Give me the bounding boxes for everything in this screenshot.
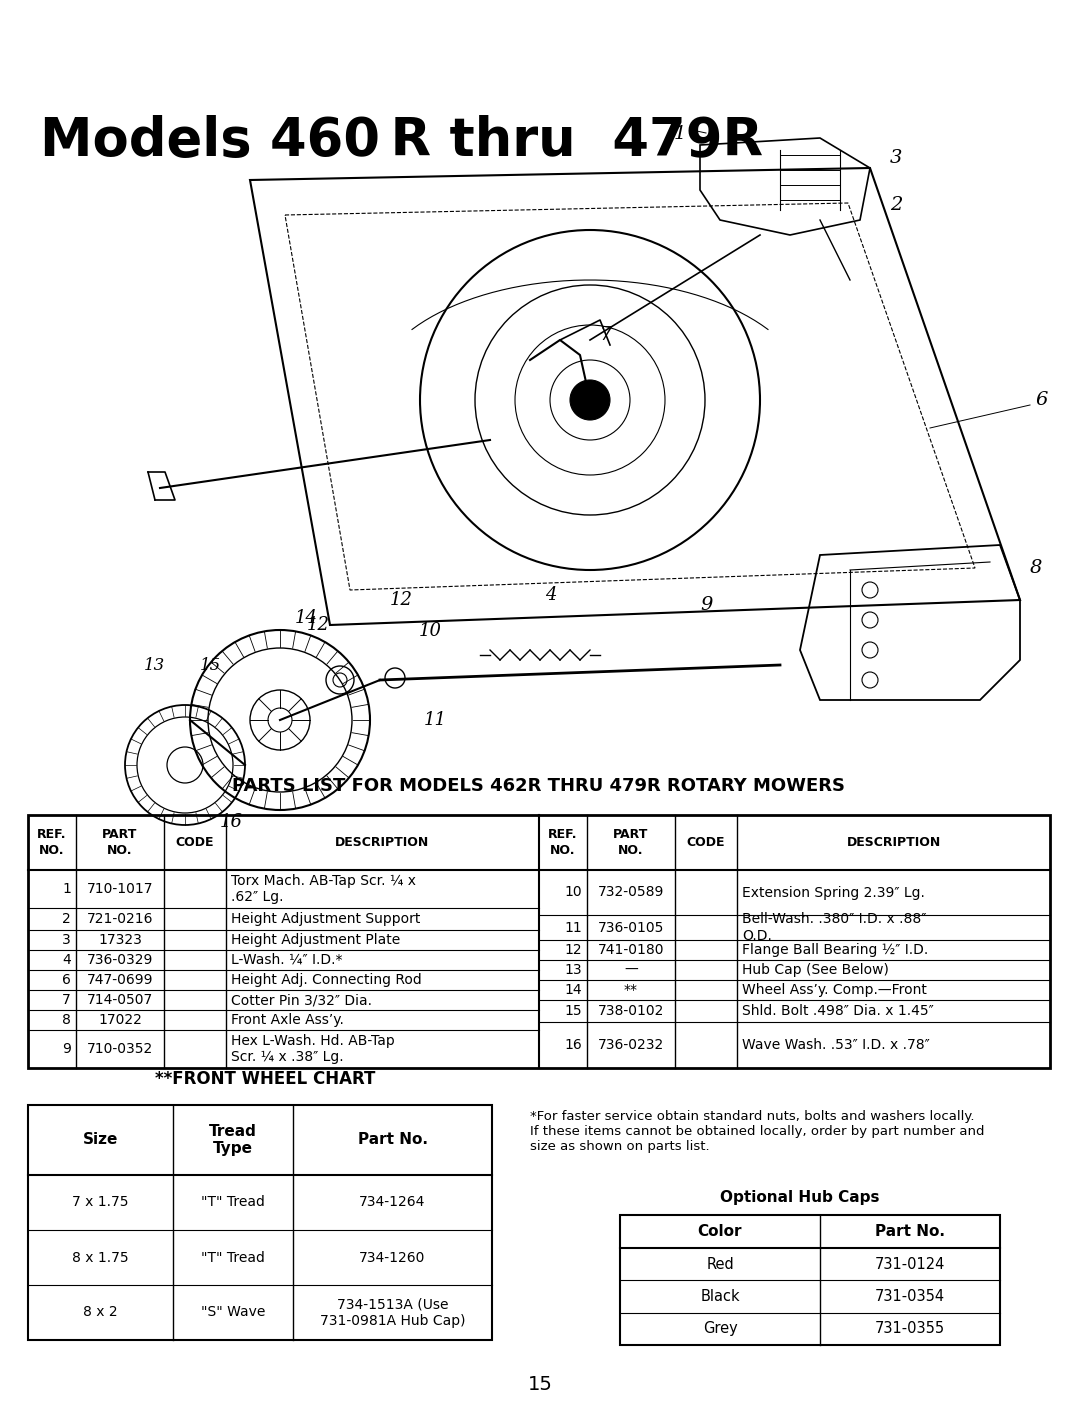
Text: Part No.: Part No. [357, 1133, 428, 1147]
Text: Black: Black [700, 1289, 740, 1303]
Text: 10: 10 [565, 885, 582, 899]
Text: Torx Mach. AB-Tap Scr. ¼ x
.62″ Lg.: Torx Mach. AB-Tap Scr. ¼ x .62″ Lg. [231, 874, 416, 905]
Text: Hub Cap (See Below): Hub Cap (See Below) [742, 962, 889, 976]
Text: 14: 14 [565, 983, 582, 998]
Text: 9: 9 [700, 596, 713, 614]
Text: 734-1513A (Use
731-0981A Hub Cap): 734-1513A (Use 731-0981A Hub Cap) [320, 1298, 465, 1327]
Text: PART
NO.: PART NO. [103, 828, 137, 857]
Text: 731-0354: 731-0354 [875, 1289, 945, 1303]
Text: 734-1260: 734-1260 [360, 1251, 426, 1264]
Text: 731-0124: 731-0124 [875, 1257, 945, 1272]
Text: 731-0355: 731-0355 [875, 1322, 945, 1336]
Text: 17323: 17323 [98, 933, 141, 947]
Text: 747-0699: 747-0699 [86, 974, 153, 986]
Text: Front Axle Ass’y.: Front Axle Ass’y. [231, 1013, 343, 1027]
Text: 6: 6 [63, 974, 71, 986]
Text: 15: 15 [527, 1375, 553, 1395]
Text: CODE: CODE [687, 836, 726, 850]
Text: Tread
Type: Tread Type [210, 1124, 257, 1157]
Text: PARTS LIST FOR MODELS 462R THRU 479R ROTARY MOWERS: PARTS LIST FOR MODELS 462R THRU 479R ROT… [232, 776, 846, 795]
Text: 741-0180: 741-0180 [597, 943, 664, 957]
Text: 13: 13 [565, 962, 582, 976]
Text: "T" Tread: "T" Tread [201, 1195, 265, 1209]
Text: 7: 7 [63, 993, 71, 1007]
Text: 7 x 1.75: 7 x 1.75 [72, 1195, 129, 1209]
Text: Height Adj. Connecting Rod: Height Adj. Connecting Rod [231, 974, 422, 986]
Text: 8 x 2: 8 x 2 [83, 1306, 118, 1319]
Text: Flange Ball Bearing ½″ I.D.: Flange Ball Bearing ½″ I.D. [742, 943, 928, 957]
Text: 736-0329: 736-0329 [86, 952, 153, 967]
Text: 10: 10 [419, 621, 442, 640]
Text: Cotter Pin 3/32″ Dia.: Cotter Pin 3/32″ Dia. [231, 993, 372, 1007]
Text: Height Adjustment Support: Height Adjustment Support [231, 912, 420, 926]
Text: 738-0102: 738-0102 [598, 1005, 664, 1017]
Text: 710-0352: 710-0352 [86, 1043, 153, 1055]
Text: CODE: CODE [176, 836, 214, 850]
Bar [28, 1105, 492, 1340]
Text: —: — [624, 962, 638, 976]
Text: Shld. Bolt .498″ Dia. x 1.45″: Shld. Bolt .498″ Dia. x 1.45″ [742, 1005, 934, 1017]
Text: 6: 6 [1035, 392, 1048, 409]
Text: 1: 1 [674, 125, 686, 142]
Text: 2: 2 [890, 196, 903, 214]
Text: Color: Color [698, 1224, 742, 1239]
Text: 8 x 1.75: 8 x 1.75 [72, 1251, 129, 1264]
Text: Size: Size [83, 1133, 118, 1147]
Text: Extension Spring 2.39″ Lg.: Extension Spring 2.39″ Lg. [742, 885, 924, 899]
Text: 17022: 17022 [98, 1013, 141, 1027]
Text: 8: 8 [63, 1013, 71, 1027]
Text: 13: 13 [144, 657, 165, 674]
Text: 3: 3 [63, 933, 71, 947]
Text: 4: 4 [63, 952, 71, 967]
Text: 12: 12 [307, 616, 330, 634]
Text: 3: 3 [890, 149, 903, 168]
Circle shape [570, 380, 610, 420]
Bar [28, 814, 1050, 1068]
Text: PART
NO.: PART NO. [613, 828, 649, 857]
Text: Wave Wash. .53″ I.D. x .78″: Wave Wash. .53″ I.D. x .78″ [742, 1038, 930, 1053]
Text: 14: 14 [295, 609, 318, 627]
Text: Part No.: Part No. [875, 1224, 945, 1239]
Text: Optional Hub Caps: Optional Hub Caps [720, 1191, 880, 1205]
Text: 721-0216: 721-0216 [86, 912, 153, 926]
Text: Models 460 R thru  479R: Models 460 R thru 479R [40, 116, 764, 168]
Text: "T" Tread: "T" Tread [201, 1251, 265, 1264]
Text: 16: 16 [220, 813, 243, 831]
Text: L-Wash. ¼″ I.D.*: L-Wash. ¼″ I.D.* [231, 952, 342, 967]
Text: 12: 12 [390, 590, 413, 609]
Text: 12: 12 [565, 943, 582, 957]
Text: 736-0105: 736-0105 [598, 920, 664, 934]
Text: Red: Red [706, 1257, 734, 1272]
Text: 15: 15 [200, 657, 221, 674]
Text: DESCRIPTION: DESCRIPTION [847, 836, 941, 850]
Text: 15: 15 [565, 1005, 582, 1017]
Text: 11: 11 [423, 712, 446, 728]
Text: 11: 11 [564, 920, 582, 934]
Text: 2: 2 [63, 912, 71, 926]
Text: **: ** [624, 983, 638, 998]
Text: REF.
NO.: REF. NO. [37, 828, 67, 857]
Text: 710-1017: 710-1017 [86, 882, 153, 896]
Text: REF.
NO.: REF. NO. [549, 828, 578, 857]
Text: Height Adjustment Plate: Height Adjustment Plate [231, 933, 401, 947]
Bar [620, 1215, 1000, 1346]
Text: 8: 8 [1030, 559, 1042, 578]
Text: 714-0507: 714-0507 [86, 993, 153, 1007]
Text: Wheel Ass’y. Comp.—Front: Wheel Ass’y. Comp.—Front [742, 983, 927, 998]
Text: 7: 7 [600, 325, 612, 344]
Text: 732-0589: 732-0589 [598, 885, 664, 899]
Text: *For faster service obtain standard nuts, bolts and washers locally.
If these it: *For faster service obtain standard nuts… [530, 1110, 985, 1153]
Text: Bell-Wash. .380″ I.D. x .88″
O.D.: Bell-Wash. .380″ I.D. x .88″ O.D. [742, 913, 927, 943]
Text: 734-1264: 734-1264 [360, 1195, 426, 1209]
Text: "S" Wave: "S" Wave [201, 1306, 266, 1319]
Text: 736-0232: 736-0232 [598, 1038, 664, 1053]
Text: 9: 9 [63, 1043, 71, 1055]
Text: DESCRIPTION: DESCRIPTION [336, 836, 430, 850]
Text: 16: 16 [564, 1038, 582, 1053]
Text: Grey: Grey [703, 1322, 738, 1336]
Text: Hex L-Wash. Hd. AB-Tap
Scr. ¼ x .38″ Lg.: Hex L-Wash. Hd. AB-Tap Scr. ¼ x .38″ Lg. [231, 1034, 395, 1064]
Text: **FRONT WHEEL CHART: **FRONT WHEEL CHART [154, 1069, 375, 1088]
Text: 4: 4 [545, 586, 556, 604]
Text: 1: 1 [63, 882, 71, 896]
